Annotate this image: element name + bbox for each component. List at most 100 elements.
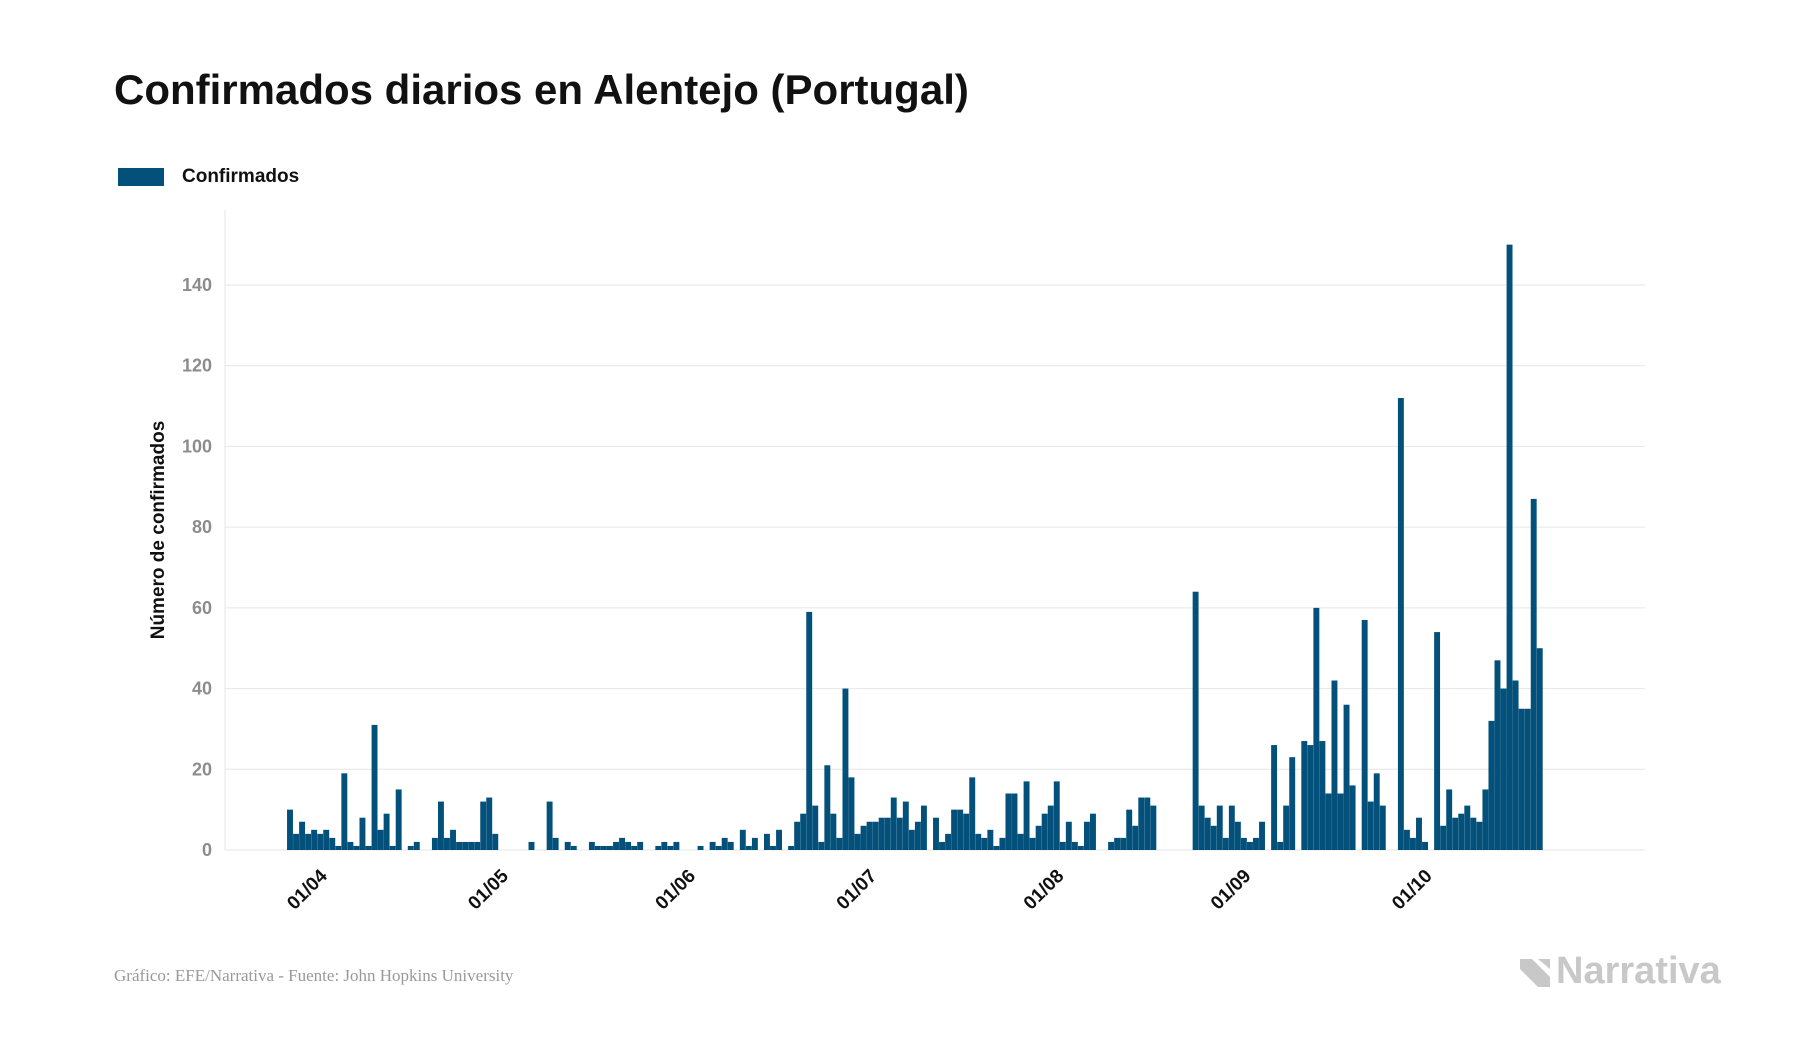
- bar: [1397, 398, 1404, 850]
- bar: [1470, 817, 1477, 850]
- bar: [800, 813, 807, 850]
- bar: [673, 841, 680, 850]
- bar: [335, 845, 342, 850]
- bar: [1530, 498, 1537, 850]
- bar: [1500, 688, 1507, 850]
- bar: [896, 817, 903, 850]
- bar: [1053, 781, 1060, 850]
- bar: [1409, 837, 1416, 850]
- bar: [468, 841, 475, 850]
- bar: [1114, 837, 1121, 850]
- x-tick-label: 01/06: [652, 866, 700, 914]
- bar: [1005, 793, 1012, 850]
- bar: [1373, 773, 1380, 850]
- x-tick-label: 01/05: [464, 865, 513, 914]
- bar: [1494, 660, 1501, 850]
- x-tick-label: 01/09: [1207, 866, 1255, 914]
- x-tick-label: 01/08: [1020, 866, 1068, 914]
- bar: [902, 801, 909, 850]
- bar: [631, 845, 638, 850]
- bar: [721, 837, 728, 850]
- bar: [1222, 837, 1229, 850]
- bar: [353, 845, 360, 850]
- bar: [1234, 821, 1241, 850]
- bar: [1041, 813, 1048, 850]
- bar: [709, 841, 716, 850]
- bar: [884, 817, 891, 850]
- y-tick-label: 120: [182, 356, 212, 376]
- bar: [619, 837, 626, 850]
- bar: [957, 809, 964, 850]
- bar: [1512, 680, 1519, 850]
- bar: [1065, 821, 1072, 850]
- brand-logo: Narrativa: [1518, 950, 1721, 993]
- bar: [1349, 785, 1356, 850]
- bar: [594, 845, 601, 850]
- bar: [1011, 793, 1018, 850]
- bar: [1446, 789, 1453, 850]
- bar: [1228, 805, 1235, 850]
- bars: [287, 244, 1543, 850]
- y-tick-label: 40: [192, 679, 212, 699]
- bar: [824, 765, 831, 850]
- y-axis-label: Número de confirmados: [148, 421, 169, 640]
- x-tick-label: 01/04: [283, 865, 332, 914]
- bar: [999, 837, 1006, 850]
- bar: [1240, 837, 1247, 850]
- bar: [317, 833, 324, 850]
- bar: [1023, 781, 1030, 850]
- bar: [637, 841, 644, 850]
- bar: [836, 837, 843, 850]
- bar: [1108, 841, 1115, 850]
- x-tick-label: 01/10: [1388, 866, 1436, 914]
- bar: [1132, 825, 1139, 850]
- bar: [715, 845, 722, 850]
- bar: [854, 833, 861, 850]
- bar: [1204, 817, 1211, 850]
- bar: [920, 805, 927, 850]
- bar: [1307, 745, 1314, 850]
- bar: [1524, 708, 1531, 850]
- bar: [945, 833, 952, 850]
- bar: [908, 829, 915, 850]
- bar: [383, 813, 390, 850]
- bar: [1367, 801, 1374, 850]
- bar: [1138, 797, 1145, 850]
- bar: [1289, 757, 1296, 850]
- bar: [1198, 805, 1205, 850]
- bar: [763, 833, 770, 850]
- bar: [1440, 825, 1447, 850]
- bar: [395, 789, 402, 850]
- bar: [1343, 704, 1350, 850]
- bar: [1253, 837, 1259, 850]
- bar: [727, 841, 734, 850]
- bar: [1518, 708, 1525, 850]
- bar: [456, 841, 463, 850]
- narrativa-logo-icon: [1520, 958, 1550, 987]
- bar: [933, 817, 939, 850]
- bar: [770, 845, 776, 850]
- bar: [564, 841, 571, 850]
- bar: [287, 809, 293, 850]
- bar: [661, 841, 668, 850]
- bar: [1126, 809, 1133, 850]
- bar: [305, 833, 312, 850]
- bar: [872, 821, 879, 850]
- bar: [1083, 821, 1090, 850]
- bar: [311, 829, 318, 850]
- bar: [1077, 845, 1084, 850]
- bar: [1476, 821, 1483, 850]
- bar: [480, 801, 487, 850]
- bar: [474, 841, 481, 850]
- bar: [1482, 789, 1489, 850]
- bar: [751, 837, 758, 850]
- bar: [1246, 841, 1253, 850]
- bar: [667, 845, 674, 850]
- bar: [413, 841, 420, 850]
- bar: [1017, 833, 1024, 850]
- bar: [607, 845, 613, 850]
- bar: [1301, 741, 1308, 850]
- bar: [323, 829, 330, 850]
- bar: [600, 845, 607, 850]
- bar: [1488, 720, 1495, 850]
